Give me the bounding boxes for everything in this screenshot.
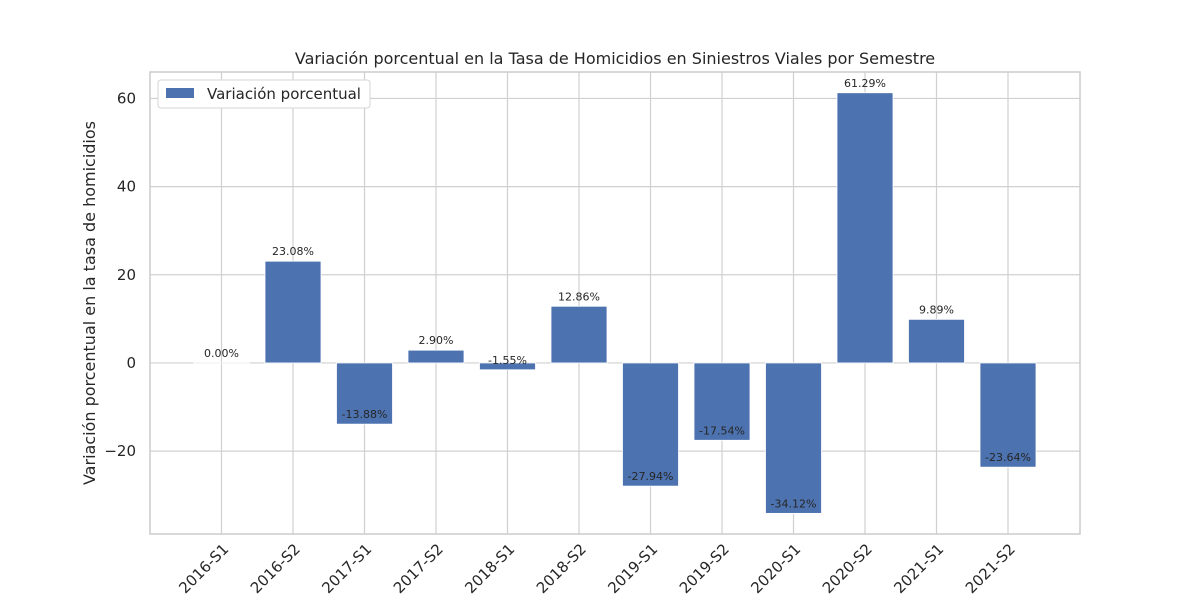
data-label: 0.00% [204, 347, 239, 360]
legend: Variación porcentual [157, 79, 371, 109]
data-label: 61.29% [844, 77, 886, 90]
x-tick-label: 2018-S2 [533, 540, 590, 597]
x-tick-label: 2016-S2 [247, 540, 304, 597]
y-tick-label: 0 [126, 354, 136, 372]
x-tick-label: 2021-S2 [962, 540, 1019, 597]
x-tick-label: 2019-S1 [604, 540, 661, 597]
x-tick-label: 2020-S1 [747, 540, 804, 597]
bar-2017-S2 [407, 349, 465, 364]
y-tick-label: 60 [117, 89, 136, 107]
data-label: -13.88% [342, 408, 388, 421]
y-tick-label: 40 [117, 178, 136, 196]
data-label: 23.08% [272, 245, 314, 258]
y-tick-label: 20 [117, 266, 136, 284]
bar-2020-S1 [765, 362, 822, 514]
bar-2021-S2 [979, 362, 1037, 468]
chart-title: Variación porcentual en la Tasa de Homic… [295, 49, 935, 68]
legend-swatch [166, 88, 194, 98]
bar-2020-S2 [836, 92, 894, 364]
bar-2018-S1 [479, 362, 536, 371]
legend-box [157, 79, 371, 109]
data-label: -17.54% [699, 424, 745, 437]
bar-2021-S1 [908, 318, 965, 364]
y-axis-label: Variación porcentual en la tasa de homic… [80, 121, 99, 485]
bar-2019-S2 [693, 362, 751, 441]
y-tick-label: −20 [104, 442, 136, 460]
bar-2019-S1 [622, 362, 679, 487]
x-tick-label: 2019-S2 [676, 540, 733, 597]
x-tick-label: 2020-S2 [819, 540, 876, 597]
data-label: -34.12% [771, 497, 817, 510]
x-tick-label: 2021-S1 [890, 540, 947, 597]
bar-2016-S2 [264, 260, 322, 364]
bar-2018-S2 [550, 305, 608, 364]
legend-label: Variación porcentual [207, 85, 361, 103]
plot-frame [149, 71, 1081, 535]
data-label: 2.90% [419, 334, 454, 347]
plot-area: 0.00% 23.08% -13.88% 2.90% -1.55% 12.86% -27.9… [104, 71, 1081, 597]
data-label: -27.94% [628, 470, 674, 483]
x-tick-label: 2018-S1 [461, 540, 518, 597]
data-label: -23.64% [985, 451, 1031, 464]
x-tick-label: 2017-S2 [390, 540, 447, 597]
data-label: 9.89% [919, 303, 954, 316]
bar-2017-S1 [336, 362, 393, 425]
x-tick-label: 2016-S1 [175, 540, 232, 597]
data-label: 12.86% [558, 290, 600, 303]
x-tick-label: 2017-S1 [318, 540, 375, 597]
data-label: -1.55% [488, 354, 527, 367]
